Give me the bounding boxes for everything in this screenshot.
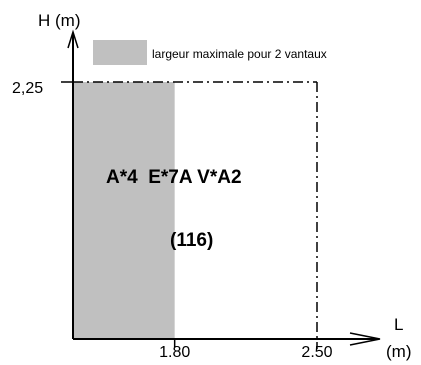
x-axis-unit: (m)	[386, 342, 411, 361]
legend-label: largeur maximale pour 2 vantaux	[152, 47, 327, 61]
x-axis-title: L	[394, 315, 403, 334]
y-tick-label: 2,25	[12, 80, 43, 97]
shaded-zone-max-width	[73, 82, 175, 339]
legend-swatch	[93, 40, 147, 65]
value-annotation: (116)	[170, 230, 213, 251]
x-tick-label: 2.50	[301, 344, 332, 361]
y-axis-title: H (m)	[38, 11, 80, 30]
classification-annotation: A*4 E*7A V*A2	[106, 167, 242, 188]
x-tick-label: 1.80	[159, 344, 190, 361]
x-axis-arrow	[349, 332, 381, 346]
y-axis-arrow	[67, 29, 79, 49]
